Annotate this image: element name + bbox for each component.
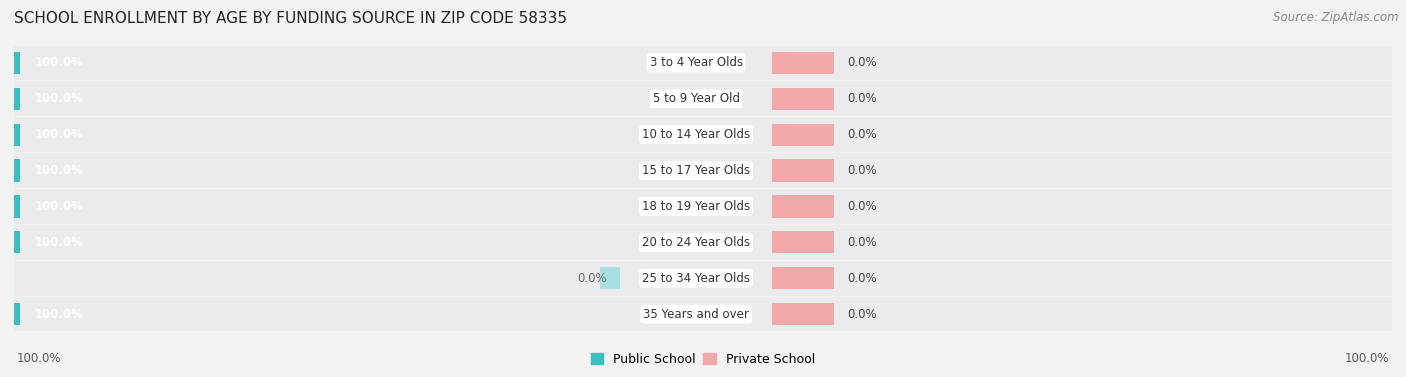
Bar <box>772 303 834 325</box>
Bar <box>14 261 1392 296</box>
Text: 0.0%: 0.0% <box>848 56 877 69</box>
Text: 0.0%: 0.0% <box>576 272 606 285</box>
Text: 10 to 14 Year Olds: 10 to 14 Year Olds <box>643 128 751 141</box>
Bar <box>14 153 1392 188</box>
Bar <box>14 159 20 182</box>
Text: 100.0%: 100.0% <box>35 200 83 213</box>
Text: 100.0%: 100.0% <box>35 164 83 177</box>
Text: 5 to 9 Year Old: 5 to 9 Year Old <box>652 92 740 105</box>
Bar <box>14 189 1392 224</box>
Bar <box>772 231 834 253</box>
Text: 100.0%: 100.0% <box>35 92 83 105</box>
Text: Source: ZipAtlas.com: Source: ZipAtlas.com <box>1274 11 1399 24</box>
Text: 35 Years and over: 35 Years and over <box>643 308 749 321</box>
Bar <box>14 117 1392 152</box>
Bar <box>14 87 20 110</box>
Bar <box>772 52 834 74</box>
Bar <box>772 124 834 146</box>
Text: 20 to 24 Year Olds: 20 to 24 Year Olds <box>643 236 751 249</box>
Bar <box>14 52 20 74</box>
Bar <box>599 267 620 290</box>
Text: SCHOOL ENROLLMENT BY AGE BY FUNDING SOURCE IN ZIP CODE 58335: SCHOOL ENROLLMENT BY AGE BY FUNDING SOUR… <box>14 11 567 26</box>
Bar <box>14 81 1392 116</box>
Text: 0.0%: 0.0% <box>848 236 877 249</box>
Bar <box>772 159 834 182</box>
Text: 100.0%: 100.0% <box>35 56 83 69</box>
Bar <box>14 297 1392 331</box>
Bar <box>14 225 1392 260</box>
Text: 100.0%: 100.0% <box>17 352 62 365</box>
Text: 100.0%: 100.0% <box>35 236 83 249</box>
Text: 0.0%: 0.0% <box>848 128 877 141</box>
Legend: Public School, Private School: Public School, Private School <box>586 348 820 371</box>
Text: 0.0%: 0.0% <box>848 308 877 321</box>
Text: 100.0%: 100.0% <box>35 128 83 141</box>
Bar <box>772 195 834 218</box>
Bar <box>14 231 20 253</box>
Text: 15 to 17 Year Olds: 15 to 17 Year Olds <box>643 164 751 177</box>
Text: 0.0%: 0.0% <box>848 92 877 105</box>
Text: 0.0%: 0.0% <box>848 200 877 213</box>
Bar <box>14 195 20 218</box>
Text: 0.0%: 0.0% <box>848 272 877 285</box>
Text: 100.0%: 100.0% <box>1344 352 1389 365</box>
Text: 18 to 19 Year Olds: 18 to 19 Year Olds <box>643 200 751 213</box>
Text: 100.0%: 100.0% <box>35 308 83 321</box>
Bar <box>772 267 834 290</box>
Bar <box>14 46 1392 80</box>
Text: 25 to 34 Year Olds: 25 to 34 Year Olds <box>643 272 751 285</box>
Bar <box>772 87 834 110</box>
Text: 0.0%: 0.0% <box>848 164 877 177</box>
Bar <box>14 124 20 146</box>
Text: 3 to 4 Year Olds: 3 to 4 Year Olds <box>650 56 742 69</box>
Bar <box>14 303 20 325</box>
